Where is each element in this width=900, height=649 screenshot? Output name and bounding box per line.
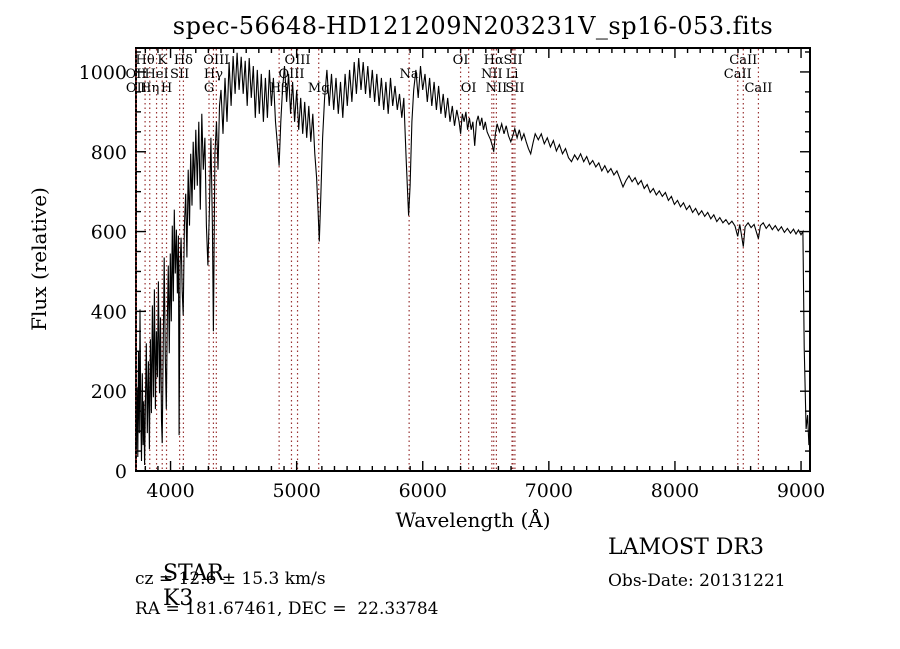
spectral-line-labels: OIIOIIHθHηHeIKHSIIHδGHγOIIIHβOIIIOIIIMgN… — [126, 53, 773, 96]
spectral-line-label: Na — [400, 67, 419, 82]
spectral-line-label: CaII — [729, 53, 757, 68]
spectral-line-label: Hβ — [270, 81, 289, 96]
spectral-line-label: Hθ — [135, 53, 154, 68]
spectral-line-label: OIII — [278, 67, 304, 82]
spectrum-flux-curve — [135, 52, 810, 466]
x-tick-label: 6000 — [399, 480, 447, 502]
spectral-line-label: Li — [506, 67, 519, 82]
survey-release: LAMOST DR3 — [608, 535, 764, 560]
spectral-line-label: OIII — [284, 53, 310, 68]
spectral-line-label: SII — [503, 53, 522, 68]
spectral-line-label: SII — [170, 67, 189, 82]
y-tick-label: 200 — [91, 381, 127, 403]
y-tick-label: 800 — [91, 142, 127, 164]
axis-tick-labels: 4000 5000 6000 7000 8000 9000 0 200 400 600 800 100… — [79, 62, 826, 502]
x-axis-label: Wavelength (Å) — [395, 507, 550, 532]
spectral-line-label: NII — [486, 81, 508, 96]
spectral-line-label: Hδ — [174, 53, 193, 68]
spectral-line-label: OII — [126, 67, 147, 82]
spectral-line-label: SII — [505, 81, 524, 96]
spectral-line-label: OI — [453, 53, 469, 68]
spectral-line-label: HeI — [144, 67, 168, 82]
spectral-line-label: CaII — [744, 81, 772, 96]
object-subclass: K3 — [162, 586, 194, 611]
y-tick-label: 600 — [91, 222, 127, 244]
ra-dec-value: RA = 181.67461, DEC = 22.33784 — [135, 599, 439, 619]
plot-box — [135, 47, 811, 472]
spectral-line-label: OI — [461, 81, 477, 96]
x-tick-label: 5000 — [272, 480, 320, 502]
spectrum-trace — [135, 52, 810, 466]
obs-date: Obs-Date: 20131221 — [608, 571, 786, 591]
spectral-line-label: Hγ — [204, 67, 223, 82]
object-class: STAR — [162, 561, 224, 586]
x-tick-label: 8000 — [651, 480, 699, 502]
spectral-line-label: CaII — [724, 67, 752, 82]
spectral-line-label: Hη — [140, 81, 159, 96]
spectral-line-label: Hα — [484, 53, 504, 68]
plot-title: spec-56648-HD121209N203231V_sp16-053.fit… — [172, 12, 774, 40]
spectral-line-label: OII — [126, 81, 147, 96]
x-tick-label: 7000 — [525, 480, 573, 502]
x-tick-label: 9000 — [777, 480, 825, 502]
spectral-line-label: NII — [481, 67, 503, 82]
spectral-line-label: G — [204, 81, 214, 96]
spectral-line-label: K — [157, 53, 167, 68]
axis-ticks — [136, 48, 810, 472]
y-tick-label: 1000 — [79, 62, 127, 84]
y-tick-label: 400 — [91, 301, 127, 323]
classification-line: STAR K3 — [135, 536, 268, 636]
spectral-line-label: Mg — [308, 81, 330, 96]
spectral-line-label: OIII — [203, 53, 229, 68]
y-axis-label: Flux (relative) — [27, 187, 51, 331]
x-tick-label: 4000 — [146, 480, 194, 502]
cz-value: cz = 12.6 ± 15.3 km/s — [135, 569, 326, 589]
spectral-line-label: H — [161, 81, 172, 96]
spectral-line-markers — [135, 49, 760, 470]
y-tick-label: 0 — [115, 461, 127, 483]
